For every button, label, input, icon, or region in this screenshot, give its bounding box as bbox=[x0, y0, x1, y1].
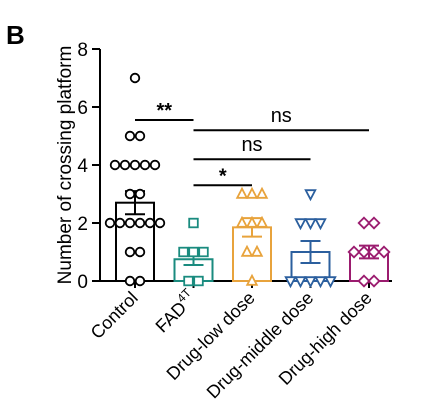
data-point bbox=[119, 159, 131, 171]
data-point bbox=[250, 244, 264, 257]
data-point bbox=[114, 217, 126, 229]
data-point bbox=[294, 276, 307, 289]
data-point bbox=[357, 216, 371, 230]
y-axis-label: Number of crossing platform bbox=[55, 46, 76, 285]
data-point bbox=[314, 218, 327, 231]
data-point bbox=[304, 276, 317, 289]
data-point bbox=[124, 217, 136, 229]
data-point bbox=[124, 246, 136, 258]
data-point bbox=[129, 72, 141, 84]
data-point bbox=[154, 217, 166, 229]
data-point bbox=[245, 273, 259, 286]
data-point bbox=[245, 186, 259, 199]
data-point bbox=[144, 217, 156, 229]
significance-label: * bbox=[219, 165, 227, 187]
data-point bbox=[198, 246, 209, 258]
y-tick-label: 2 bbox=[77, 214, 88, 235]
data-point bbox=[178, 246, 189, 258]
data-point bbox=[134, 217, 146, 229]
y-tick-label: 6 bbox=[77, 98, 88, 119]
panel-label: B bbox=[6, 20, 25, 50]
data-point bbox=[347, 245, 361, 259]
data-point bbox=[304, 189, 317, 202]
data-point bbox=[294, 218, 307, 231]
data-point bbox=[124, 188, 136, 200]
data-point bbox=[188, 246, 199, 258]
data-point bbox=[255, 215, 269, 228]
data-point bbox=[357, 274, 371, 288]
data-point bbox=[235, 215, 249, 228]
data-point bbox=[124, 130, 136, 142]
x-category-label: FAD4T bbox=[149, 285, 200, 336]
category-label-main: Drug-middle dose bbox=[203, 288, 318, 403]
data-point bbox=[240, 244, 254, 257]
x-category-label: Drug-middle dose bbox=[203, 288, 318, 403]
data-point bbox=[304, 218, 317, 231]
data-points bbox=[104, 72, 391, 289]
data-point bbox=[129, 159, 141, 171]
data-point bbox=[134, 188, 146, 200]
data-point bbox=[183, 275, 194, 287]
data-point bbox=[367, 216, 381, 230]
data-point bbox=[188, 217, 199, 229]
data-point bbox=[245, 215, 259, 228]
bars bbox=[115, 201, 389, 283]
y-tick-label: 8 bbox=[77, 40, 88, 61]
data-point bbox=[124, 275, 136, 287]
data-point bbox=[314, 276, 327, 289]
data-point bbox=[235, 186, 249, 199]
data-point bbox=[134, 275, 146, 287]
error-bars bbox=[125, 190, 379, 267]
significance-label: ns bbox=[271, 105, 292, 127]
data-point bbox=[134, 130, 146, 142]
data-point bbox=[149, 159, 161, 171]
data-point bbox=[367, 274, 381, 288]
data-point bbox=[284, 276, 297, 289]
data-point bbox=[324, 276, 337, 289]
significance-label: ns bbox=[241, 134, 262, 156]
y-tick-label: 4 bbox=[77, 156, 88, 177]
data-point bbox=[139, 159, 151, 171]
significance-label: ** bbox=[156, 100, 172, 122]
data-point bbox=[377, 245, 391, 259]
data-point bbox=[193, 275, 204, 287]
data-point bbox=[255, 186, 269, 199]
data-point bbox=[367, 245, 381, 259]
data-point bbox=[109, 159, 121, 171]
data-point bbox=[134, 246, 146, 258]
data-point bbox=[357, 245, 371, 259]
category-label-main: Control bbox=[87, 288, 142, 343]
y-tick-label: 0 bbox=[77, 272, 88, 293]
x-category-label: Control bbox=[87, 288, 142, 343]
data-point bbox=[104, 217, 116, 229]
